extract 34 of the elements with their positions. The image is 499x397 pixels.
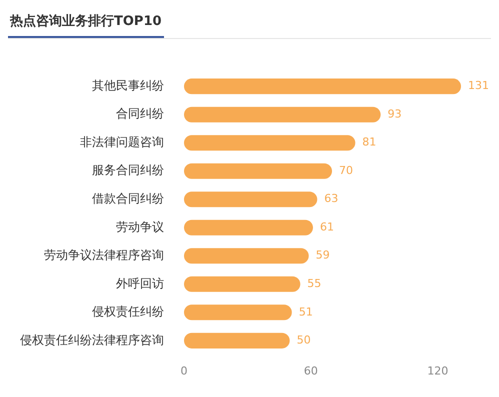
bar: [184, 78, 461, 94]
data-label: 59: [316, 248, 330, 262]
y-tick-label: 侵权责任纠纷法律程序咨询: [20, 332, 164, 347]
bar: [184, 135, 356, 151]
y-tick-label: 借款合同纠纷: [92, 191, 164, 206]
y-tick-label: 合同纠纷: [116, 106, 164, 121]
bar: [184, 332, 290, 348]
bar: [184, 276, 300, 292]
x-tick-label: 120: [427, 364, 448, 378]
chart-title: 热点咨询业务排行TOP10: [8, 8, 164, 38]
data-label: 63: [324, 192, 338, 206]
bar: [184, 304, 292, 320]
y-tick-label: 非法律问题咨询: [80, 134, 164, 149]
data-label: 50: [296, 334, 311, 347]
bar: [184, 192, 318, 208]
bar: [184, 220, 313, 236]
y-tick-label: 服务合同纠纷: [92, 163, 164, 178]
y-tick-label: 劳动争议法律程序咨询: [44, 248, 164, 262]
x-tick-label: 60: [304, 364, 318, 378]
y-tick-label: 外呼回访: [116, 276, 164, 290]
data-label: 61: [320, 220, 334, 234]
y-tick-label: 侵权责任纠纷: [92, 304, 164, 319]
y-tick-label: 劳动争议: [116, 220, 164, 234]
data-label: 51: [298, 305, 313, 318]
x-tick-label: 0: [180, 364, 188, 378]
data-label: 93: [388, 107, 402, 120]
data-label: 131: [468, 79, 489, 92]
data-label: 81: [362, 136, 376, 149]
bar: [184, 163, 332, 179]
bar: [184, 248, 309, 264]
y-tick-label: 其他民事纠纷: [92, 78, 164, 92]
data-label: 55: [307, 277, 322, 290]
data-label: 70: [339, 164, 354, 177]
bar: [184, 106, 381, 122]
